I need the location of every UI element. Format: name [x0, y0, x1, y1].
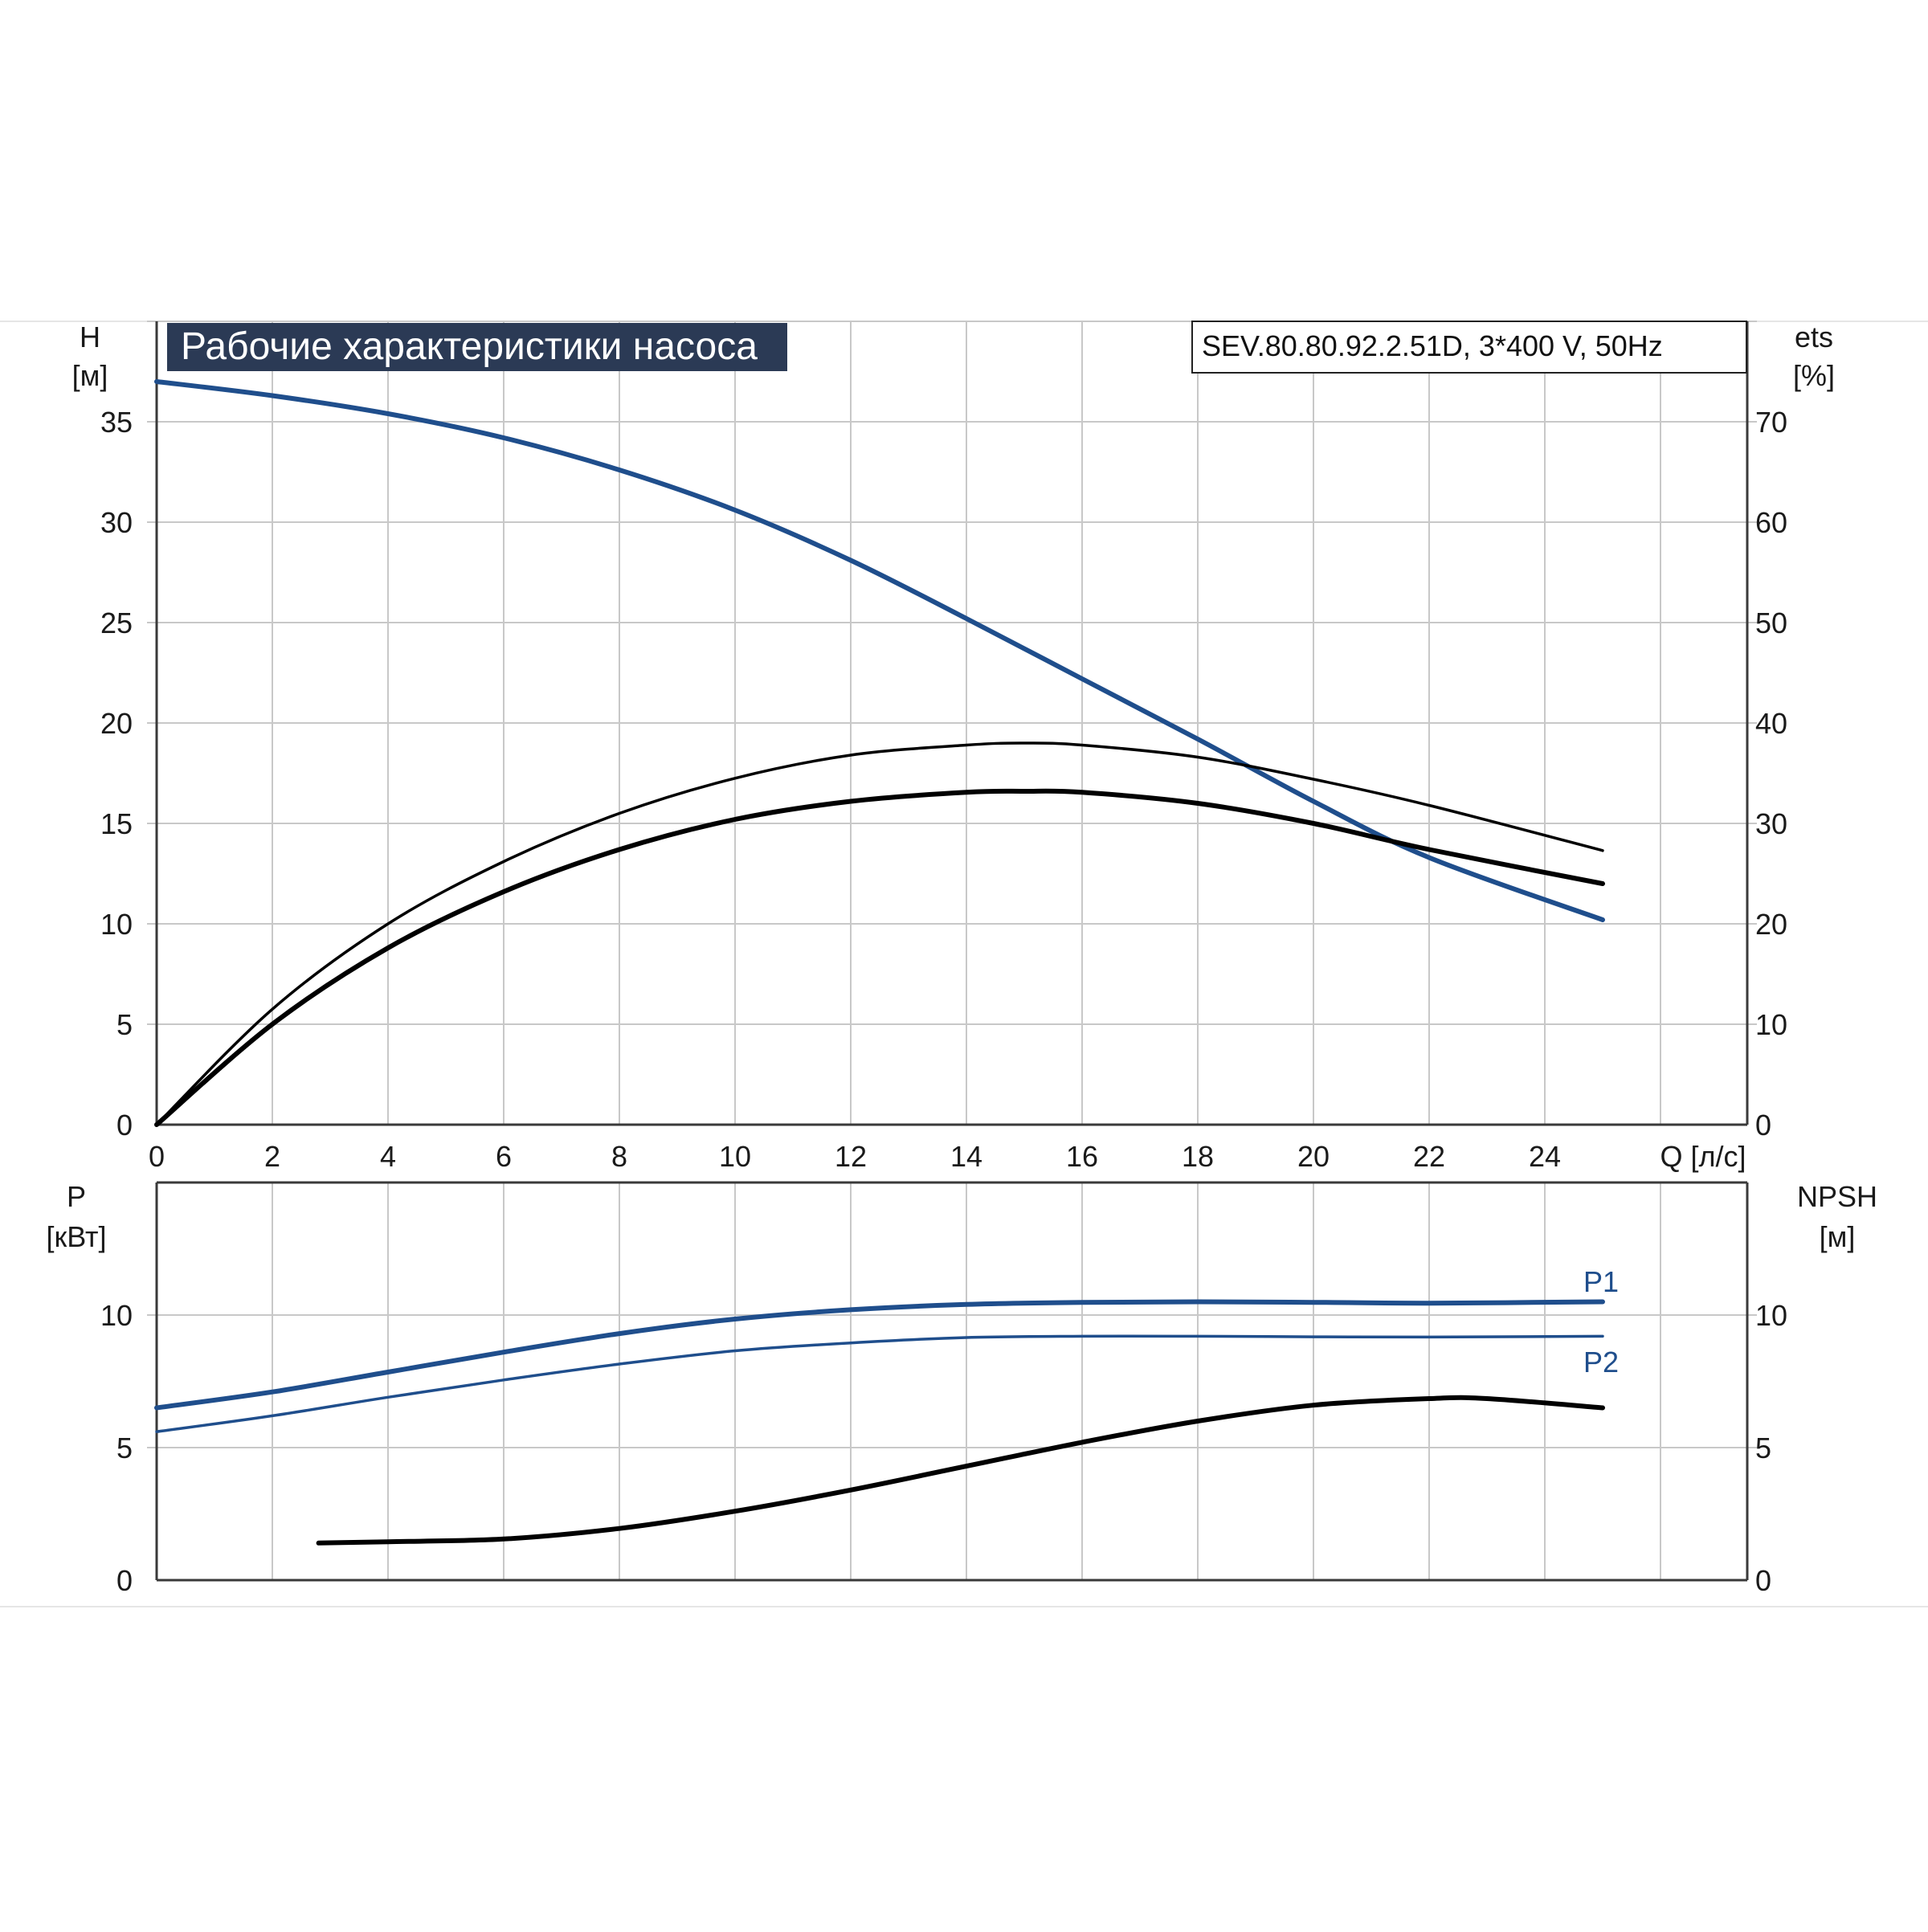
top-grid [147, 321, 1757, 1125]
x-tick-label: 12 [835, 1140, 867, 1173]
top-left-tick-label: 35 [100, 406, 133, 439]
x-tick-label: 0 [149, 1140, 165, 1173]
x-tick-label: 2 [264, 1140, 280, 1173]
bottom-right-axis-label-line1: NPSH [1797, 1180, 1877, 1213]
top-right-tick-label: 60 [1755, 506, 1787, 539]
p1-curve-label: P1 [1583, 1265, 1619, 1298]
x-tick-label: 20 [1297, 1140, 1330, 1173]
axes [155, 321, 1749, 1582]
top-left-tick-label: 15 [100, 807, 133, 840]
top-right-axis-label-line2: [%] [1793, 359, 1835, 392]
efficiency-curve-thin [155, 741, 1604, 1126]
head-curve [154, 379, 1605, 922]
bottom-left-axis-label-line1: P [67, 1180, 86, 1213]
top-right-tick-label: 70 [1755, 406, 1787, 439]
bottom-grid [147, 1182, 1757, 1580]
x-tick-label: 22 [1413, 1140, 1445, 1173]
bottom-left-tick-label: 5 [116, 1432, 133, 1464]
p2-power-curve [155, 1334, 1604, 1433]
bottom-left-tick-label: 0 [116, 1564, 133, 1597]
top-left-tick-label: 30 [100, 506, 133, 539]
top-right-tick-label: 0 [1755, 1109, 1771, 1142]
top-left-tick-label: 25 [100, 607, 133, 639]
p2-curve-label: P2 [1583, 1346, 1619, 1379]
x-tick-label: 10 [719, 1140, 751, 1173]
bottom-right-tick-label: 0 [1755, 1564, 1771, 1597]
subtitle-background [1191, 321, 1747, 374]
x-tick-label: 8 [611, 1140, 627, 1173]
x-tick-label: 16 [1066, 1140, 1098, 1173]
x-tick-label: 14 [950, 1140, 982, 1173]
bottom-right-axis-label-line2: [м] [1820, 1220, 1856, 1253]
top-left-tick-label: 10 [100, 908, 133, 941]
top-right-tick-label: 20 [1755, 908, 1787, 941]
x-tick-label: 18 [1182, 1140, 1214, 1173]
bottom-right-tick-label: 5 [1755, 1432, 1771, 1464]
p1-power-curve [154, 1299, 1605, 1411]
top-right-tick-label: 30 [1755, 807, 1787, 840]
curves [154, 379, 1605, 1546]
top-left-tick-label: 0 [116, 1109, 133, 1142]
efficiency-curve-thick [154, 788, 1605, 1127]
bottom-left-tick-label: 10 [100, 1299, 133, 1332]
title-box: Рабочие характеристики насоса [167, 323, 787, 371]
top-right-tick-label: 50 [1755, 607, 1787, 639]
axis-labels: H [м] ets [%] Q [л/с] P [кВт] NPSH [м] P… [46, 321, 1877, 1379]
x-tick-label: 24 [1529, 1140, 1561, 1173]
title-background [167, 323, 787, 371]
tick-labels: 0 2 4 6 8 10 12 14 16 18 20 22 240510152025303501020… [100, 406, 1787, 1597]
chart-title: Рабочие характеристики насоса [181, 325, 758, 368]
x-tick-label: 6 [496, 1140, 512, 1173]
top-right-tick-label: 40 [1755, 707, 1787, 740]
x-tick-label: 4 [380, 1140, 396, 1173]
top-left-tick-label: 20 [100, 707, 133, 740]
npsh-curve [316, 1395, 1605, 1546]
top-right-tick-label: 10 [1755, 1008, 1787, 1041]
top-left-tick-label: 5 [116, 1008, 133, 1041]
top-left-axis-label-line1: H [80, 321, 100, 353]
x-axis-label: Q [л/с] [1660, 1140, 1746, 1173]
bottom-left-axis-label-line2: [кВт] [46, 1220, 106, 1253]
top-right-axis-label-line1: ets [1795, 321, 1833, 353]
model-subtitle: SEV.80.80.92.2.51D, 3*400 V, 50Hz [1202, 329, 1663, 362]
subtitle-box: SEV.80.80.92.2.51D, 3*400 V, 50Hz [1191, 321, 1747, 374]
bottom-right-tick-label: 10 [1755, 1299, 1787, 1332]
top-left-axis-label-line2: [м] [72, 359, 108, 392]
